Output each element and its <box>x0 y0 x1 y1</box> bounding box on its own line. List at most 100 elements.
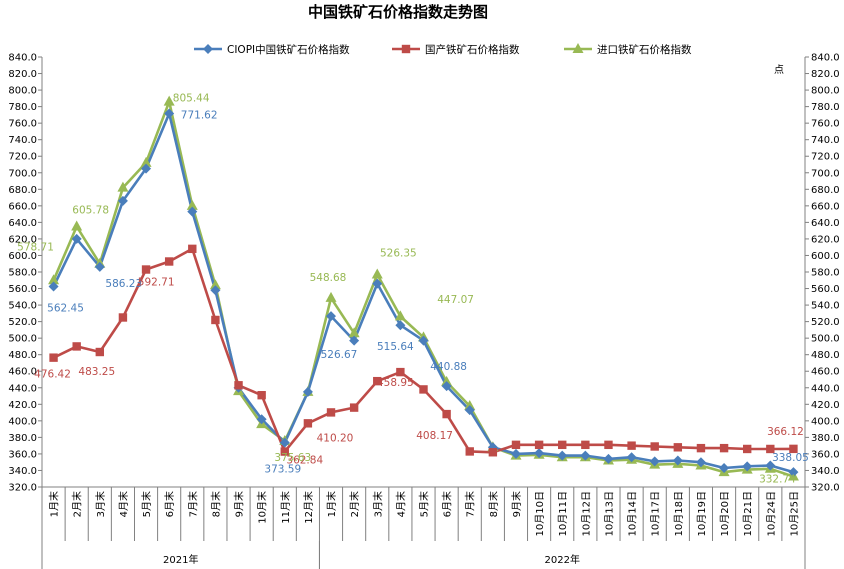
x-tick-label: 10月17日 <box>650 491 662 536</box>
right-y-tick-label: 640.0 <box>811 218 840 229</box>
data-point <box>211 315 220 325</box>
data-point <box>766 444 775 454</box>
x-tick-label: 6月末 <box>163 491 176 517</box>
data-label: 586.23 <box>105 278 142 290</box>
data-label: 458.95 <box>377 377 414 389</box>
left-y-tick-label: 440.0 <box>8 383 37 394</box>
x-tick-label: 10月21日 <box>742 491 754 536</box>
data-point <box>441 375 453 386</box>
data-point <box>326 311 337 322</box>
right-y-tick-label: 780.0 <box>811 102 840 113</box>
data-label: 562.45 <box>47 303 84 315</box>
series-line <box>52 100 794 478</box>
data-point <box>140 156 152 167</box>
data-label: 476.42 <box>34 369 71 381</box>
data-label: 515.64 <box>377 341 414 353</box>
data-point <box>603 453 614 464</box>
right-y-tick-label: 540.0 <box>811 301 840 312</box>
x-tick-label: 10月19日 <box>696 491 708 536</box>
left-y-tick-label: 840.0 <box>8 53 37 64</box>
data-point <box>117 195 128 206</box>
data-label: 526.67 <box>321 349 358 361</box>
x-tick-label: 7月末 <box>186 491 199 517</box>
right-y-tick-label: 520.0 <box>811 317 840 328</box>
left-y-tick-label: 380.0 <box>8 433 37 444</box>
left-y-tick-label: 740.0 <box>8 135 37 146</box>
data-point <box>48 281 59 292</box>
x-tick-label: 10月18日 <box>673 491 685 536</box>
data-label: 338.05 <box>772 452 809 464</box>
data-point <box>558 440 567 450</box>
right-axis-unit: 点 <box>774 64 784 76</box>
year-group-label: 2022年 <box>545 553 580 566</box>
data-point <box>719 443 729 453</box>
axes: 320.0 320.0 340.0 340.0 360.0 360.0 380.0 380.0… <box>8 53 840 569</box>
data-label: 375.63 <box>274 452 311 464</box>
data-point <box>71 220 83 231</box>
x-tick-label: 7月末 <box>464 491 477 517</box>
left-y-tick-label: 800.0 <box>8 86 37 97</box>
data-point <box>256 414 267 425</box>
data-point <box>441 381 452 392</box>
left-y-tick-label: 320.0 <box>8 483 37 494</box>
x-tick-label: 3月末 <box>371 491 384 517</box>
data-point <box>303 419 313 428</box>
left-y-tick-label: 660.0 <box>8 201 37 212</box>
left-y-tick-label: 720.0 <box>8 152 37 163</box>
data-label: 332.74 <box>759 473 796 485</box>
x-tick-label: 11月末 <box>279 491 292 524</box>
right-y-tick-label: 580.0 <box>811 268 840 279</box>
data-point <box>49 353 58 362</box>
left-y-tick-label: 540.0 <box>8 301 37 312</box>
data-point <box>210 285 221 296</box>
right-y-tick-label: 800.0 <box>811 86 840 97</box>
data-point <box>604 440 613 450</box>
data-point <box>349 335 360 346</box>
right-y-tick-label: 400.0 <box>811 416 840 427</box>
left-y-tick-label: 520.0 <box>8 317 37 328</box>
data-point <box>279 437 290 448</box>
data-point <box>511 440 521 450</box>
x-tick-label: 9月末 <box>510 491 523 517</box>
data-point <box>626 452 637 463</box>
data-point <box>650 442 659 451</box>
right-y-tick-label: 360.0 <box>811 449 840 460</box>
data-label: 805.44 <box>173 93 210 105</box>
data-point <box>348 327 360 338</box>
chart-title: 中国铁矿石价格指数走势图 <box>308 3 488 21</box>
legend: CIOPI中国铁矿石价格指数 国产铁矿石价格指数 进口铁矿石价格指数 <box>194 43 692 56</box>
data-label: 592.71 <box>138 276 175 288</box>
right-y-tick-label: 820.0 <box>811 69 840 80</box>
data-point <box>488 448 498 457</box>
data-point <box>673 443 683 452</box>
x-tick-label: 10月20日 <box>719 491 731 536</box>
data-point <box>71 233 82 244</box>
left-y-tick-label: 560.0 <box>8 284 37 295</box>
left-y-tick-label: 700.0 <box>8 168 37 179</box>
data-point <box>765 460 776 471</box>
data-point <box>164 108 175 119</box>
x-tick-label: 2月末 <box>348 491 361 517</box>
x-tick-label: 1月末 <box>325 491 338 517</box>
data-label: 447.07 <box>437 294 474 306</box>
left-y-tick-label: 620.0 <box>8 234 37 245</box>
data-point <box>371 268 383 279</box>
data-point <box>141 265 151 274</box>
right-y-tick-label: 480.0 <box>811 350 840 361</box>
data-point <box>163 95 175 106</box>
data-labels: 562.45 586.23 771.62 373.59 526.67 515.64 440.… <box>17 93 809 486</box>
data-label: 578.71 <box>17 241 54 253</box>
x-tick-label: 10月13日 <box>603 491 615 536</box>
x-tick-label: 8月末 <box>209 491 222 517</box>
data-point <box>234 381 243 390</box>
right-y-tick-label: 720.0 <box>811 152 840 163</box>
x-tick-label: 10月24日 <box>765 491 777 536</box>
data-point <box>418 335 429 346</box>
series-markers <box>48 95 799 481</box>
data-point <box>464 399 476 410</box>
data-label: 548.68 <box>310 272 347 284</box>
x-tick-label: 2月末 <box>71 491 84 517</box>
legend-marker <box>203 44 213 54</box>
right-y-tick-label: 420.0 <box>811 400 840 411</box>
data-point <box>186 199 198 210</box>
